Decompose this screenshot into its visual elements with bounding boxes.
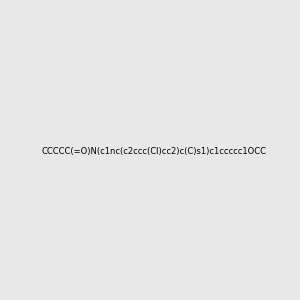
Text: CCCCC(=O)N(c1nc(c2ccc(Cl)cc2)c(C)s1)c1ccccc1OCC: CCCCC(=O)N(c1nc(c2ccc(Cl)cc2)c(C)s1)c1cc… xyxy=(41,147,266,156)
